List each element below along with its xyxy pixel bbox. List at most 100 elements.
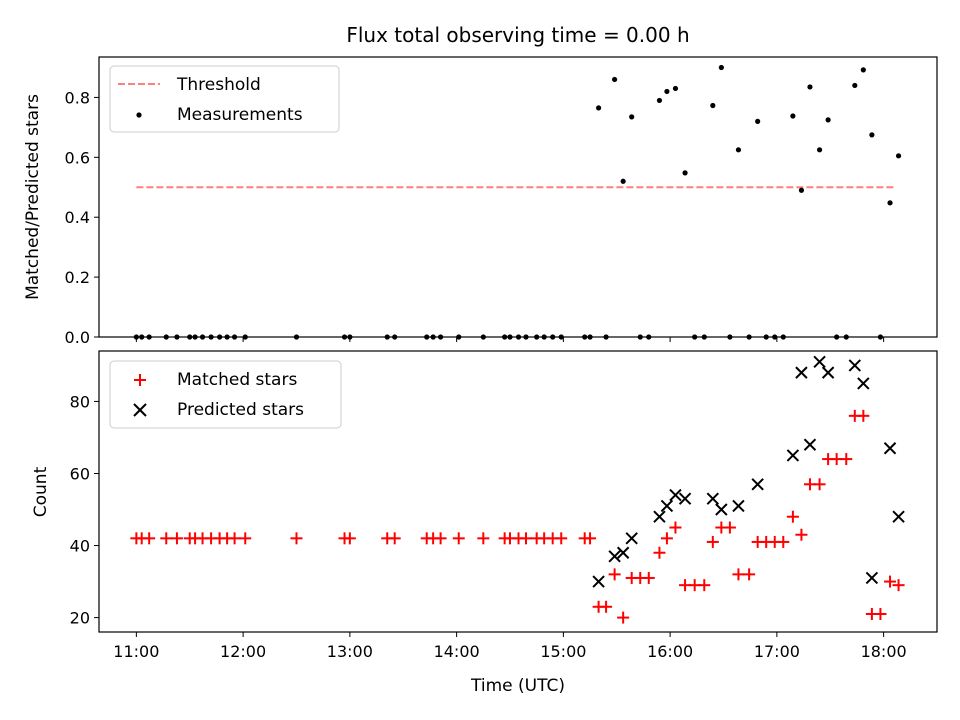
measurement-point bbox=[438, 334, 444, 340]
measurement-point bbox=[869, 132, 875, 138]
matched-star-point bbox=[160, 532, 173, 545]
legend-measurements-label: Measurements bbox=[177, 105, 303, 125]
measurement-point bbox=[456, 334, 462, 340]
measurement-point bbox=[558, 334, 564, 340]
x-tick-label: 12:00 bbox=[220, 642, 266, 661]
measurement-point bbox=[735, 147, 742, 153]
panel-ratio-marks bbox=[133, 64, 902, 340]
measurement-point bbox=[217, 334, 223, 340]
measurement-point bbox=[798, 187, 805, 193]
measurement-point bbox=[629, 114, 635, 120]
predicted-star-point bbox=[795, 366, 808, 379]
predicted-star-point bbox=[660, 499, 674, 513]
measurement-point bbox=[895, 153, 902, 159]
measurement-point bbox=[790, 113, 796, 119]
measurement-point bbox=[384, 334, 390, 340]
matched-star-point bbox=[434, 532, 447, 545]
measurement-point bbox=[887, 200, 893, 206]
matched-star-point bbox=[706, 535, 719, 548]
measurement-point bbox=[825, 117, 831, 123]
legend-predicted-swatch bbox=[133, 403, 147, 417]
legend-predicted-label: Predicted stars bbox=[177, 400, 304, 420]
matched-star-point bbox=[290, 532, 303, 545]
measurement-point bbox=[682, 170, 688, 176]
measurement-point bbox=[224, 334, 230, 340]
measurement-point bbox=[877, 334, 884, 340]
matched-star-point bbox=[698, 579, 711, 592]
measurement-point bbox=[843, 334, 849, 340]
measurement-point bbox=[860, 67, 866, 73]
x-axis-label: Time (UTC) bbox=[470, 676, 565, 696]
panel-ratio: 0.00.20.40.60.8 Matched/Predicted stars … bbox=[23, 56, 938, 347]
measurement-point bbox=[341, 334, 348, 340]
matched-star-point bbox=[239, 532, 252, 545]
matched-star-point bbox=[228, 532, 241, 545]
measurement-point bbox=[718, 64, 724, 71]
matched-star-point bbox=[477, 532, 490, 545]
measurement-point bbox=[780, 334, 786, 340]
measurement-point bbox=[424, 334, 430, 340]
predicted-star-point bbox=[813, 355, 826, 369]
y-tick-label: 0.0 bbox=[65, 328, 90, 347]
predicted-star-point bbox=[857, 377, 870, 390]
matched-star-point bbox=[786, 510, 799, 523]
panel-count-ticks: 20 40 60 80 11:00 12:00 13:00 14:00 15:00 16:00 17… bbox=[70, 392, 907, 661]
x-tick-label: 13:00 bbox=[327, 642, 373, 661]
legend-measurements-swatch bbox=[136, 112, 142, 118]
predicted-star-point bbox=[706, 492, 720, 505]
predicted-star-point bbox=[592, 575, 605, 588]
measurement-point bbox=[834, 334, 840, 340]
measurement-point bbox=[208, 334, 214, 340]
y-tick-label: 80 bbox=[70, 392, 90, 411]
matched-star-point bbox=[452, 532, 465, 545]
matched-star-point bbox=[723, 521, 736, 534]
matched-star-point bbox=[388, 532, 401, 545]
y-tick-label: 0.8 bbox=[65, 88, 90, 107]
measurement-point bbox=[550, 334, 556, 340]
panel-count-legend: Matched stars Predicted stars bbox=[109, 360, 342, 429]
predicted-star-point bbox=[803, 438, 817, 451]
panel-ratio-ticks: 0.0 0.2 0.4 0.6 0.8 bbox=[65, 88, 885, 347]
measurement-point bbox=[852, 82, 858, 89]
measurement-point bbox=[656, 97, 663, 104]
y-tick-label: 0.2 bbox=[65, 268, 90, 287]
measurement-point bbox=[534, 334, 540, 340]
panel-count-frame bbox=[98, 350, 938, 633]
measurement-point bbox=[595, 105, 602, 111]
matched-star-point bbox=[642, 571, 655, 584]
legend-matched-label: Matched stars bbox=[177, 370, 297, 390]
panel-count-ylabel: Count bbox=[31, 466, 51, 517]
matched-star-point bbox=[732, 568, 745, 581]
measurement-point bbox=[187, 334, 193, 340]
matched-star-point bbox=[892, 579, 905, 592]
panel-count-marks bbox=[130, 355, 905, 624]
x-tick-label: 16:00 bbox=[647, 642, 693, 661]
predicted-star-point bbox=[786, 449, 800, 462]
x-tick-label: 11:00 bbox=[113, 642, 159, 661]
legend-box bbox=[109, 65, 340, 133]
measurement-point bbox=[139, 334, 145, 340]
measurement-point bbox=[392, 334, 398, 340]
measurement-point bbox=[816, 147, 823, 153]
matched-star-point bbox=[617, 611, 630, 624]
measurement-point bbox=[637, 334, 643, 340]
y-tick-label: 20 bbox=[70, 609, 90, 628]
matched-star-point bbox=[840, 453, 853, 466]
matched-star-point bbox=[884, 575, 897, 588]
matched-star-point bbox=[343, 532, 356, 545]
measurement-point bbox=[672, 85, 679, 92]
y-tick-label: 0.4 bbox=[65, 208, 90, 227]
matched-star-point bbox=[795, 528, 808, 541]
measurement-point bbox=[646, 334, 652, 340]
matched-star-point bbox=[660, 532, 673, 545]
matched-star-point bbox=[777, 535, 790, 548]
predicted-star-point bbox=[608, 550, 621, 563]
measurement-point bbox=[502, 334, 508, 340]
measurement-point bbox=[293, 334, 300, 340]
measurement-point bbox=[772, 334, 778, 340]
matched-star-point bbox=[584, 532, 597, 545]
panel-count: 20 40 60 80 11:00 12:00 13:00 14:00 15:00 16:00 17… bbox=[31, 350, 938, 696]
measurement-point bbox=[199, 334, 206, 340]
matched-star-point bbox=[653, 546, 666, 559]
